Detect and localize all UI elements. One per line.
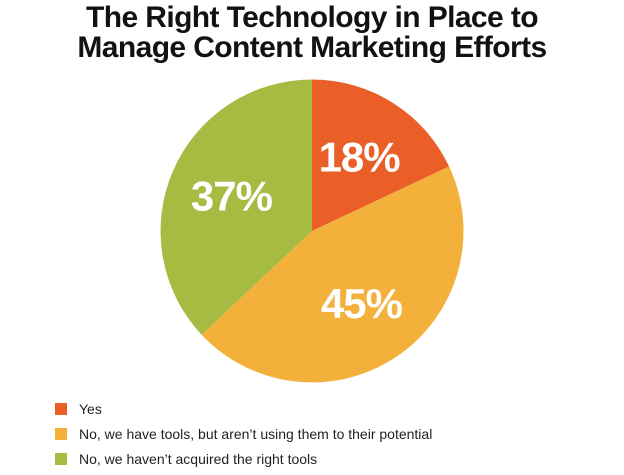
chart-title: The Right Technology in Place to Manage C… xyxy=(0,3,624,63)
pie-slice-3 xyxy=(160,79,312,335)
chart-title-line2: Manage Content Marketing Efforts xyxy=(77,31,547,64)
pie-slice-1 xyxy=(312,79,450,231)
legend: Yes No, we have tools, but aren’t using … xyxy=(55,396,595,471)
legend-swatch-have-tools xyxy=(55,427,67,440)
legend-item-not-acquired: No, we haven’t acquired the right tools xyxy=(55,446,595,471)
pie-slice-2 xyxy=(201,166,464,383)
legend-label-yes: Yes xyxy=(79,400,102,417)
legend-label-not-acquired: No, we haven’t acquired the right tools xyxy=(79,450,318,467)
slice-value-label-3: 37% xyxy=(191,173,273,220)
legend-swatch-yes xyxy=(55,402,67,415)
chart-title-line1: The Right Technology in Place to xyxy=(86,1,539,34)
slice-value-label-1: 18% xyxy=(319,133,401,180)
legend-label-have-tools: No, we have tools, but aren’t using them… xyxy=(79,425,433,442)
slice-value-label-2: 45% xyxy=(321,280,403,327)
legend-item-have-tools: No, we have tools, but aren’t using them… xyxy=(55,421,595,446)
legend-item-yes: Yes xyxy=(55,396,595,421)
legend-swatch-not-acquired xyxy=(55,452,67,465)
